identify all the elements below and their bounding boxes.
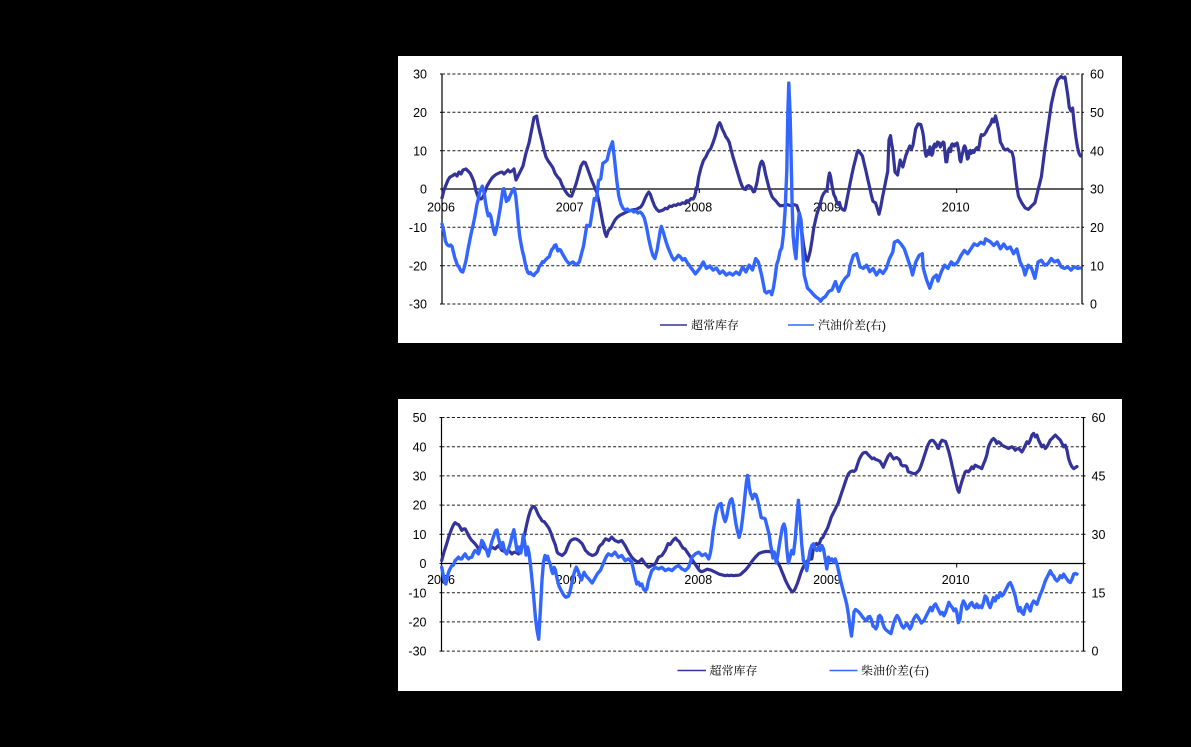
svg-text:-20: -20 <box>408 616 426 630</box>
svg-text:60: 60 <box>1090 68 1104 82</box>
svg-text:40: 40 <box>1090 144 1104 158</box>
svg-text:45: 45 <box>1092 470 1106 484</box>
svg-text:(: ( <box>909 664 913 678</box>
svg-text:2010: 2010 <box>942 200 970 214</box>
svg-text:40: 40 <box>413 440 427 454</box>
svg-text:50: 50 <box>413 411 427 425</box>
svg-text:30: 30 <box>413 470 427 484</box>
svg-text:20: 20 <box>413 499 427 513</box>
svg-text:10: 10 <box>413 528 427 542</box>
svg-text:30: 30 <box>1092 528 1106 542</box>
svg-text:2008: 2008 <box>684 573 712 587</box>
svg-text:0: 0 <box>420 183 427 197</box>
svg-text:2006: 2006 <box>427 573 455 587</box>
svg-text:(: ( <box>866 318 870 332</box>
svg-text:2007: 2007 <box>556 573 584 587</box>
svg-text:2008: 2008 <box>684 200 712 214</box>
svg-text:2007: 2007 <box>556 200 584 214</box>
svg-text:-10: -10 <box>409 221 427 235</box>
svg-text:0: 0 <box>1092 645 1099 659</box>
svg-text:2009: 2009 <box>813 573 841 587</box>
svg-text:-10: -10 <box>408 586 426 600</box>
svg-text:50: 50 <box>1090 106 1104 120</box>
svg-text:): ) <box>882 318 886 332</box>
svg-text:2006: 2006 <box>427 200 455 214</box>
svg-text:30: 30 <box>413 68 427 82</box>
svg-text:-20: -20 <box>409 259 427 273</box>
svg-text:0: 0 <box>420 557 427 571</box>
svg-text:20: 20 <box>413 106 427 120</box>
svg-text:10: 10 <box>413 144 427 158</box>
svg-text:-30: -30 <box>408 645 426 659</box>
svg-text:0: 0 <box>1090 298 1097 312</box>
svg-text:2010: 2010 <box>942 573 970 587</box>
svg-text:30: 30 <box>1090 183 1104 197</box>
svg-text:): ) <box>925 664 929 678</box>
svg-text:20: 20 <box>1090 221 1104 235</box>
svg-text:-30: -30 <box>409 298 427 312</box>
svg-text:10: 10 <box>1090 259 1104 273</box>
svg-text:15: 15 <box>1092 586 1106 600</box>
svg-text:60: 60 <box>1092 411 1106 425</box>
